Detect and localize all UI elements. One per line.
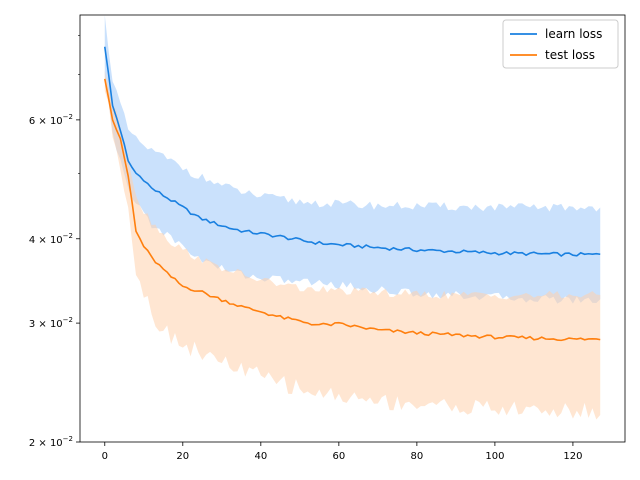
y-tick-label: 3 × 10−2 (29, 316, 73, 330)
y-tick-label: 6 × 10−2 (29, 113, 73, 127)
x-tick-label: 0 (102, 451, 108, 462)
plot-frame (79, 14, 626, 443)
y-tick-label: 2 × 10−2 (29, 435, 73, 449)
legend-label: test loss (545, 48, 595, 62)
line-learn-loss (103, 46, 601, 258)
legend-label: learn loss (545, 27, 602, 41)
x-axis: 0 20 40 60 80 100 120 (102, 442, 582, 462)
y-tick-label: 4 × 10−2 (29, 232, 73, 246)
band-test-loss (104, 70, 601, 420)
confidence-bands (104, 15, 601, 420)
legend-box (502, 19, 619, 69)
line-test-loss (103, 78, 601, 342)
x-tick-label: 120 (563, 451, 582, 462)
series-lines (103, 46, 601, 342)
x-tick-label: 40 (254, 451, 267, 462)
x-tick-label: 60 (332, 451, 345, 462)
y-axis: 2 × 10−2 3 × 10−2 4 × 10−2 6 × 10−2 (29, 35, 80, 449)
band-learn-loss (104, 15, 601, 304)
legend: learn loss test loss (502, 19, 619, 69)
x-tick-label: 80 (411, 451, 424, 462)
x-tick-label: 20 (176, 451, 189, 462)
x-tick-label: 100 (485, 451, 504, 462)
